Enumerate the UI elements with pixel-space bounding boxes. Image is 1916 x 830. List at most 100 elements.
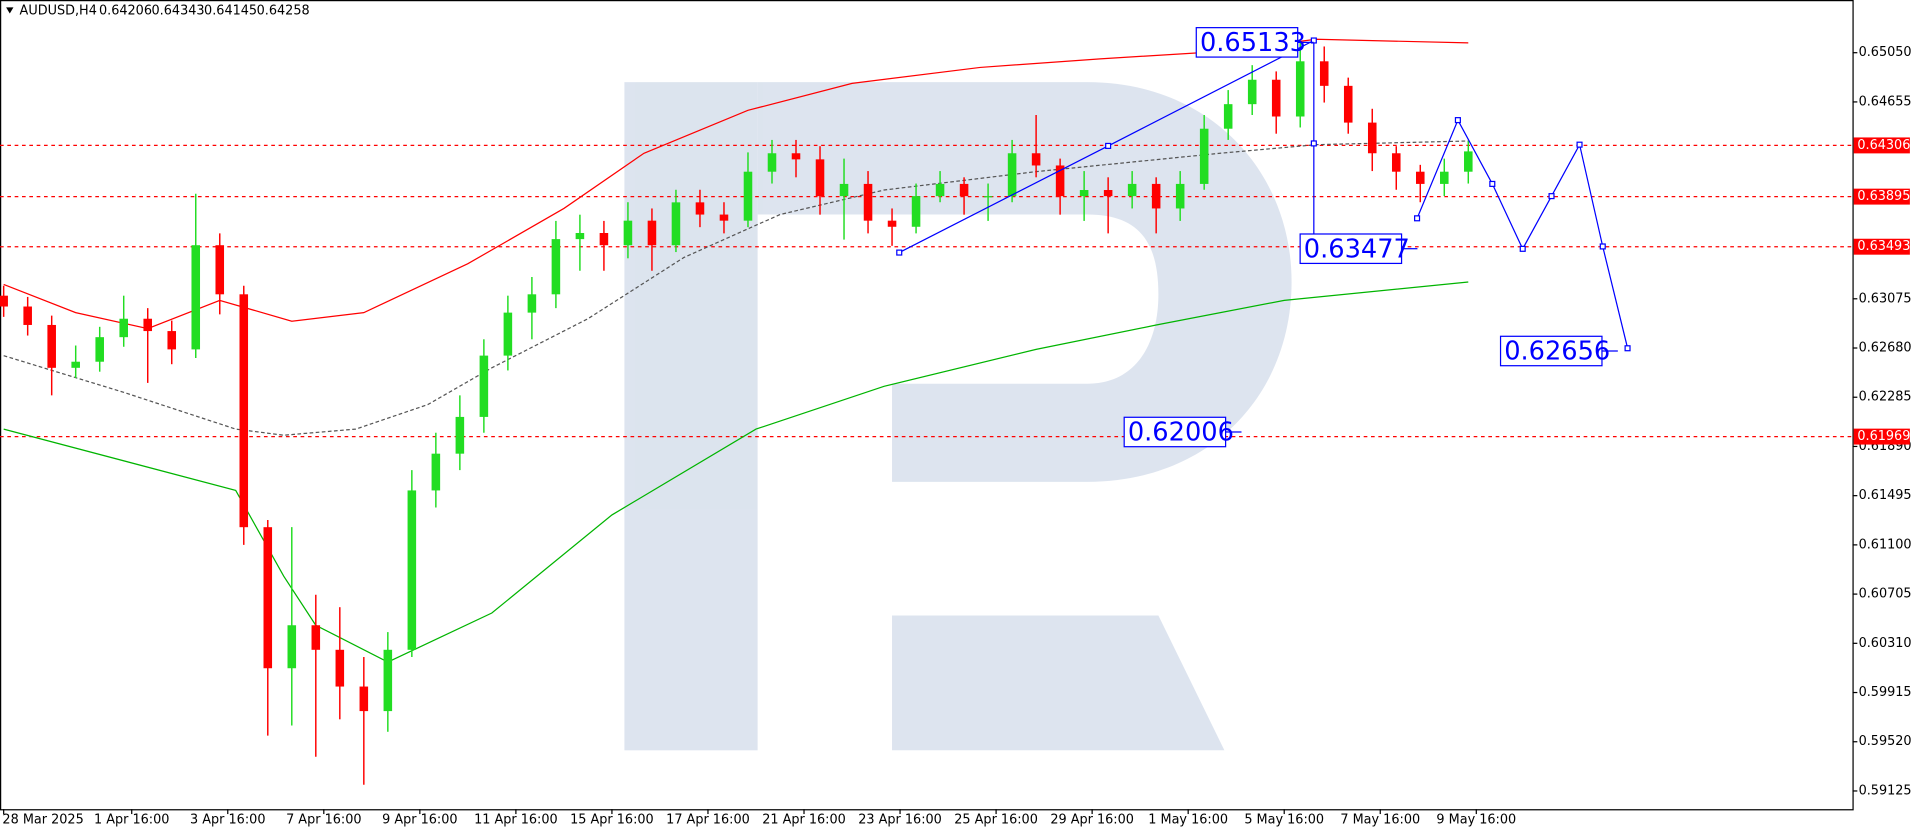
x-tick-label: 15 Apr 16:00 xyxy=(570,813,654,828)
candle-body xyxy=(887,220,897,227)
candle-body xyxy=(23,306,32,325)
candle-body xyxy=(1031,153,1041,166)
x-tick-label: 7 Apr 16:00 xyxy=(286,813,361,828)
forecast-point xyxy=(1576,141,1583,148)
candle-body xyxy=(167,331,177,350)
y-tick-label: 0.60310 xyxy=(1859,636,1912,651)
moving-average xyxy=(3,38,1469,330)
candle-body xyxy=(623,220,633,246)
x-tick-label: 17 Apr 16:00 xyxy=(666,813,750,828)
x-tick-label: 28 Mar 2025 xyxy=(2,813,83,828)
candle-body xyxy=(335,649,345,687)
level-label: 0.63895 xyxy=(1857,189,1910,204)
candle-body xyxy=(47,324,56,368)
candle-body xyxy=(1367,122,1377,154)
candle-body xyxy=(1271,79,1281,117)
candle-body xyxy=(431,453,441,491)
candle-body xyxy=(695,202,705,215)
candle-body xyxy=(1127,183,1137,197)
candle-body xyxy=(143,318,153,332)
candle-body xyxy=(383,649,393,712)
candle-body xyxy=(1319,61,1329,86)
level-label-box xyxy=(1853,188,1910,205)
y-tick-label: 0.59125 xyxy=(1859,783,1912,798)
candle-body xyxy=(71,361,80,368)
moving-average xyxy=(3,281,1469,663)
forecast-point xyxy=(1624,345,1631,352)
annotation-label: 0.62656 xyxy=(1504,337,1610,367)
plot-border xyxy=(0,0,1854,811)
annotation-box xyxy=(1499,335,1603,367)
y-tick-label: 0.63075 xyxy=(1859,291,1912,306)
y-tick-label: 0.62285 xyxy=(1859,390,1912,405)
candle-body xyxy=(191,245,201,350)
annotation-box xyxy=(1195,27,1299,58)
forecast-line xyxy=(1416,118,1629,349)
candle-body xyxy=(935,183,945,197)
candle-body xyxy=(1007,153,1017,197)
quote-high: 0.64343 xyxy=(152,4,205,19)
x-tick-label: 9 May 16:00 xyxy=(1436,813,1516,828)
watermark-stem xyxy=(624,82,758,751)
y-tick-label: 0.65050 xyxy=(1859,45,1912,60)
forecast-point xyxy=(1454,117,1461,124)
candle-body xyxy=(815,159,825,197)
candle-body xyxy=(599,233,609,246)
candle-body xyxy=(0,295,8,307)
x-tick-label: 1 May 16:00 xyxy=(1148,813,1228,828)
candle-body xyxy=(1103,190,1113,197)
candle-body xyxy=(287,625,297,669)
candle-body xyxy=(1295,61,1305,117)
candle-body xyxy=(239,294,249,528)
quote-open: 0.64206 xyxy=(99,4,152,19)
x-tick-label: 23 Apr 16:00 xyxy=(858,813,942,828)
y-tick-label: 0.59520 xyxy=(1859,734,1912,749)
x-tick-label: 21 Apr 16:00 xyxy=(762,813,846,828)
candle-body xyxy=(959,183,969,197)
level-label-box xyxy=(1853,137,1910,154)
forecast-point xyxy=(1599,243,1606,250)
y-tick-label: 0.61100 xyxy=(1859,537,1912,552)
candle-body xyxy=(1247,79,1257,105)
candle-body xyxy=(1079,190,1089,197)
candle-body xyxy=(1391,153,1401,172)
candle-body xyxy=(719,214,729,221)
candle-body xyxy=(503,312,513,356)
forecast-point xyxy=(1414,215,1421,222)
candle-body xyxy=(311,625,321,650)
candle-body xyxy=(455,416,465,454)
annotation-label: 0.65133 xyxy=(1200,28,1306,58)
candle-body xyxy=(1199,128,1209,184)
candle-body xyxy=(479,355,489,417)
level-label: 0.61969 xyxy=(1857,429,1910,444)
candle-body xyxy=(215,245,225,295)
trend-point xyxy=(896,249,903,256)
menu-arrow xyxy=(6,7,14,14)
y-tick-label: 0.61495 xyxy=(1859,488,1912,503)
quote-close: 0.64258 xyxy=(257,4,310,19)
x-tick-label: 11 Apr 16:00 xyxy=(474,813,558,828)
x-tick-label: 9 Apr 16:00 xyxy=(382,813,457,828)
candle-body xyxy=(743,171,753,221)
candle-body xyxy=(263,527,273,669)
forecast-point xyxy=(1548,193,1555,200)
candle-body xyxy=(671,202,681,246)
candle-body xyxy=(1223,104,1233,129)
x-tick-label: 7 May 16:00 xyxy=(1340,813,1420,828)
candle-body xyxy=(863,183,873,221)
level-label: 0.63493 xyxy=(1857,239,1910,254)
x-tick-label: 25 Apr 16:00 xyxy=(954,813,1038,828)
moving-average xyxy=(3,140,1469,436)
symbol: AUDUSD,H4 xyxy=(20,4,97,19)
y-tick-label: 0.64655 xyxy=(1859,94,1912,109)
level-label-box xyxy=(1853,238,1910,255)
forecast-point xyxy=(1519,245,1526,252)
candle-body xyxy=(407,490,417,650)
level-label-box xyxy=(1853,428,1910,445)
y-tick-label: 0.62680 xyxy=(1859,340,1912,355)
candle-body xyxy=(1175,183,1185,209)
candle-body xyxy=(1343,85,1353,123)
candle-body xyxy=(527,294,537,313)
